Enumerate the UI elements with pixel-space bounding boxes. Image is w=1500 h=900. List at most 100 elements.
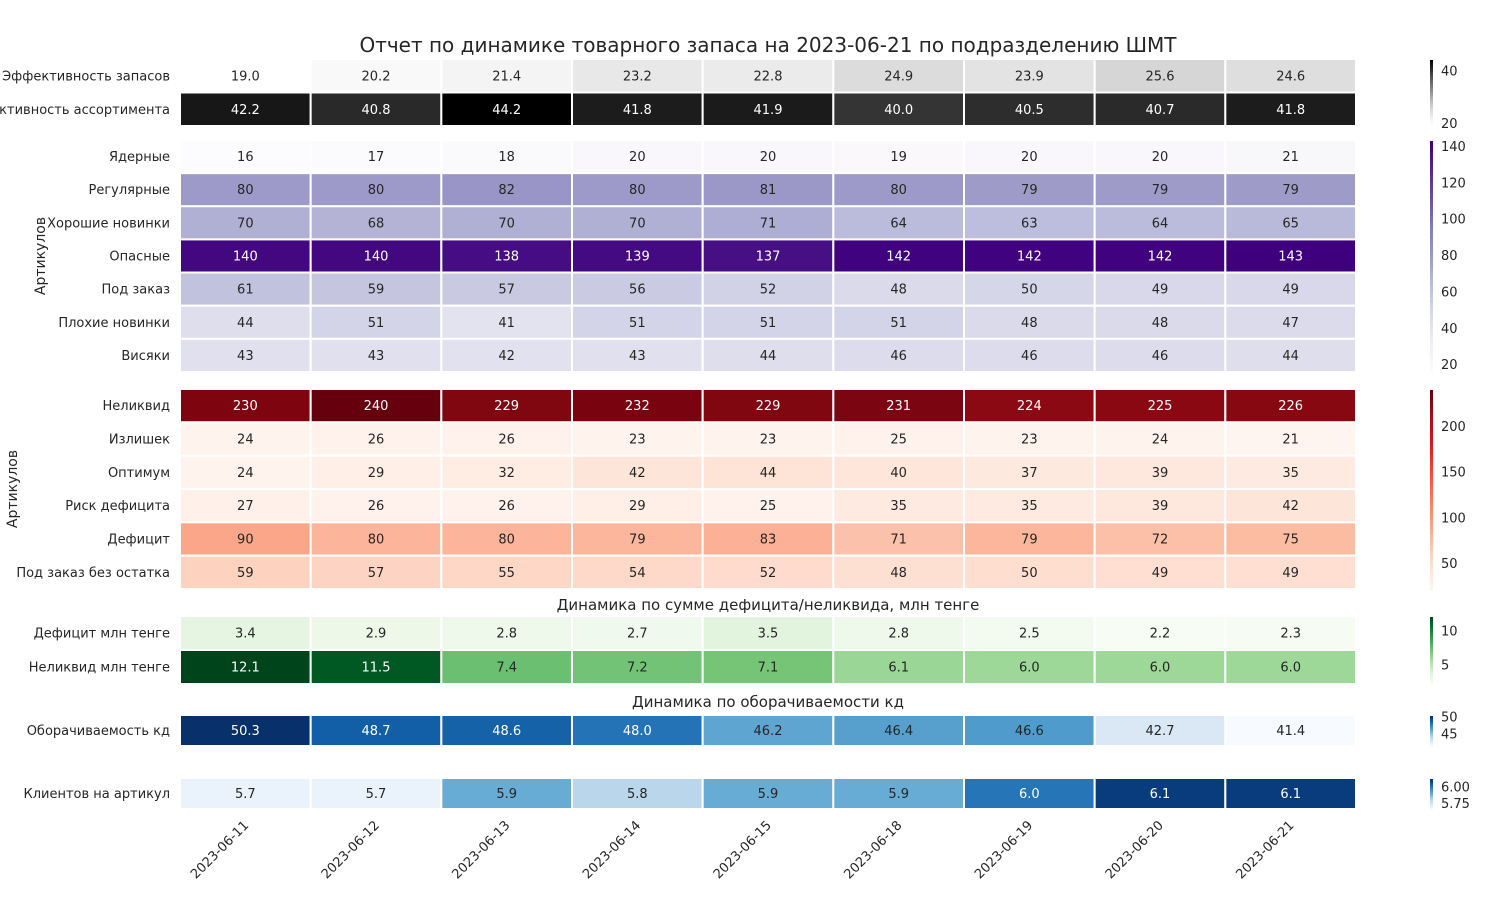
cell-value-label: 17 xyxy=(368,150,385,165)
heatmap-cell xyxy=(963,238,1096,274)
row-label: Неликвид млн тенге xyxy=(29,661,170,676)
cell-value-label: 2.3 xyxy=(1280,627,1301,642)
row-label: Риск дефицита xyxy=(65,499,170,514)
colorbar-segment xyxy=(1430,146,1433,154)
heatmap-cell xyxy=(1224,205,1358,241)
heatmap-cell xyxy=(179,714,312,747)
colorbar-segment xyxy=(1430,540,1433,546)
heatmap-cell xyxy=(309,304,443,340)
row-label: Эффективность запасов xyxy=(2,69,170,84)
heatmap-cell xyxy=(701,615,835,651)
cell-value-label: 44.2 xyxy=(492,103,521,118)
cell-value-label: 7.1 xyxy=(758,661,779,676)
cell-value-label: 80 xyxy=(498,532,515,547)
cell-value-label: 39 xyxy=(1152,499,1169,514)
colorbar-segment xyxy=(1430,783,1433,785)
colorbar-segment xyxy=(1430,652,1433,655)
heatmap-panel: Динамика по оборачиваемости кд Оборачивае… xyxy=(27,693,1458,747)
cell-value-label: 48 xyxy=(1152,316,1169,331)
colorbar-segment xyxy=(1430,779,1433,781)
colorbar-segment xyxy=(1430,623,1433,626)
cell-value-label: 35 xyxy=(1021,499,1038,514)
heatmap-cell xyxy=(832,58,965,94)
colorbar-segment xyxy=(1430,745,1433,747)
colorbar-segment xyxy=(1430,68,1433,71)
colorbar-tick-label: 100 xyxy=(1441,213,1466,228)
cell-value-label: 24.6 xyxy=(1276,69,1305,84)
cell-value-label: 139 xyxy=(625,249,650,264)
colorbar-segment xyxy=(1430,425,1433,431)
heatmap-cell xyxy=(1224,91,1358,127)
cell-value-label: 231 xyxy=(886,399,911,414)
colorbar-segment xyxy=(1430,667,1433,670)
cell-value-label: 6.0 xyxy=(1150,661,1171,676)
colorbar-segment xyxy=(1430,716,1433,718)
row-label: Оборачиваемость кд xyxy=(27,724,170,739)
cell-value-label: 42.2 xyxy=(231,103,260,118)
colorbar-segment xyxy=(1430,354,1433,362)
colorbar-segment xyxy=(1430,91,1433,94)
colorbar-segment xyxy=(1430,465,1433,471)
cell-value-label: 49 xyxy=(1152,283,1169,298)
colorbar-segment xyxy=(1430,400,1433,406)
cell-value-label: 24 xyxy=(237,432,254,447)
colorbar-segment xyxy=(1430,63,1433,66)
colorbar-segment xyxy=(1430,782,1433,784)
colorbar-segment xyxy=(1430,785,1433,787)
colorbar-segment xyxy=(1430,721,1433,723)
colorbar-tick-label: 6.00 xyxy=(1441,781,1470,796)
colorbar-segment xyxy=(1430,717,1433,719)
colorbar-tick-label: 20 xyxy=(1441,358,1458,373)
cell-value-label: 41.9 xyxy=(754,103,783,118)
colorbar-segment xyxy=(1430,107,1433,111)
heatmap-cell xyxy=(1093,554,1227,590)
cell-value-label: 2.2 xyxy=(1150,627,1171,642)
heatmap-panel: Неликвид 230 240 229 232 229 231 224 225 226 Излиш… xyxy=(5,388,1466,591)
colorbar-segment xyxy=(1430,800,1433,802)
cell-value-label: 224 xyxy=(1017,399,1042,414)
colorbar-segment xyxy=(1430,668,1433,672)
colorbar-segment xyxy=(1430,510,1433,516)
cell-value-label: 140 xyxy=(364,249,389,264)
colorbar-segment xyxy=(1430,79,1433,83)
colorbar-tick-label: 50 xyxy=(1441,711,1458,726)
colorbar-segment xyxy=(1430,653,1433,657)
colorbar-segment xyxy=(1430,744,1433,746)
cell-value-label: 23.9 xyxy=(1015,69,1044,84)
cell-value-label: 29 xyxy=(368,466,385,481)
heatmap-cell xyxy=(701,714,835,747)
heatmap-cell xyxy=(701,777,835,810)
cell-value-label: 42 xyxy=(498,349,515,364)
colorbar-segment xyxy=(1430,737,1433,739)
cell-value-label: 5.9 xyxy=(888,787,909,802)
colorbar-segment xyxy=(1430,325,1433,333)
colorbar-segment xyxy=(1430,803,1433,805)
colorbar-segment xyxy=(1430,445,1433,451)
heatmap-cell xyxy=(832,649,965,685)
colorbar-segment xyxy=(1430,262,1433,269)
colorbar-segment xyxy=(1430,632,1433,635)
cell-value-label: 48.0 xyxy=(623,724,652,739)
cell-value-label: 41 xyxy=(498,316,515,331)
cell-value-label: 26 xyxy=(498,432,515,447)
colorbar-segment xyxy=(1430,787,1433,789)
colorbar-segment xyxy=(1430,66,1433,69)
cell-value-label: 25.6 xyxy=(1146,69,1175,84)
cell-value-label: 230 xyxy=(233,399,258,414)
colorbar-segment xyxy=(1430,256,1433,263)
colorbar-segment xyxy=(1430,635,1433,638)
cell-value-label: 40 xyxy=(890,466,907,481)
cell-value-label: 35 xyxy=(1282,466,1299,481)
cell-value-label: 2.9 xyxy=(366,627,387,642)
heatmap-cell xyxy=(179,615,312,651)
colorbar-segment xyxy=(1430,647,1433,650)
colorbar-segment xyxy=(1430,730,1433,732)
cell-value-label: 75 xyxy=(1282,532,1299,547)
cell-value-label: 42 xyxy=(1282,499,1299,514)
colorbar-segment xyxy=(1430,440,1433,446)
colorbar-tick-label: 60 xyxy=(1441,285,1458,300)
colorbar-segment xyxy=(1430,741,1433,743)
colorbar-segment xyxy=(1430,788,1433,790)
colorbar-segment xyxy=(1430,99,1433,102)
